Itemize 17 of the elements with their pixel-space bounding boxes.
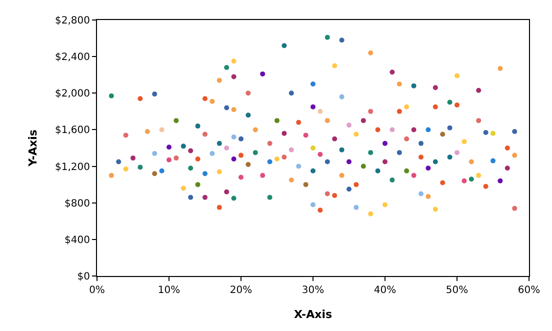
y-tick-label: $2,400 <box>55 52 90 64</box>
x-axis-title: X-Axis <box>294 308 332 322</box>
y-tick-label: $1,200 <box>55 162 90 173</box>
x-tick-label: 20% <box>230 285 252 296</box>
x-tick-label: 40% <box>374 285 396 296</box>
y-tick-label: $400 <box>64 234 90 246</box>
x-tick-label: 30% <box>302 285 324 296</box>
x-tick-label: 10% <box>158 285 180 296</box>
y-tick-label: $800 <box>64 198 90 210</box>
y-tick-label: $2,000 <box>55 88 90 100</box>
x-tick-label: 0% <box>89 285 105 296</box>
x-tick-label: 60% <box>518 285 540 296</box>
y-tick-label: $0 <box>77 272 90 282</box>
x-tick-label: 50% <box>446 285 468 296</box>
y-tick-label: $1,600 <box>55 125 90 136</box>
y-tick-label: $2,800 <box>55 16 90 26</box>
y-axis-title: Y-Axis <box>26 129 40 168</box>
